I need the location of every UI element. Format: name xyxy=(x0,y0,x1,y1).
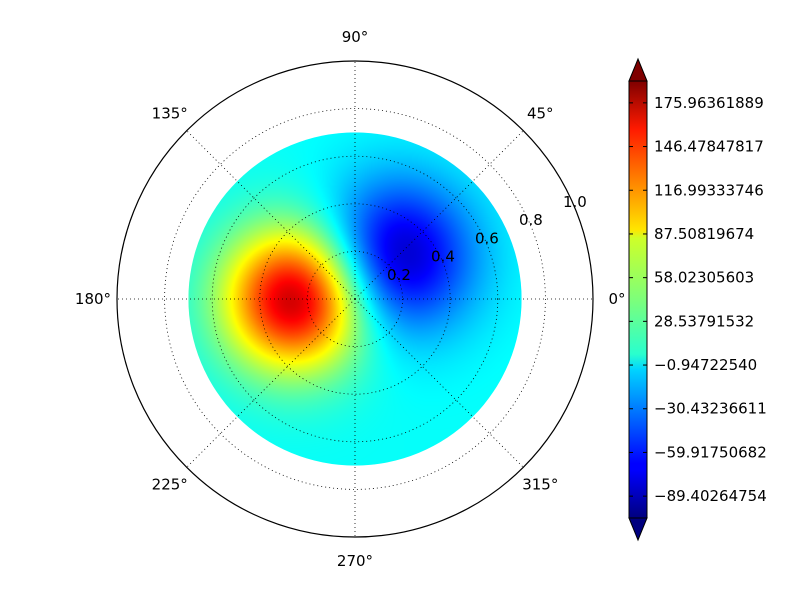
colorbar-tick-label: 87.50819674 xyxy=(654,225,754,243)
colorbar-tick-label: 58.02305603 xyxy=(654,269,754,287)
polar-frame xyxy=(116,60,594,538)
colorbar-tick-label: 146.47847817 xyxy=(654,138,764,156)
radius-tick-label: 0.2 xyxy=(387,266,411,284)
colorbar-ticks: 175.96361889 146.47847817 116.99333746 87.5… xyxy=(629,94,767,505)
angle-tick-label: 225° xyxy=(152,475,188,493)
colorbar-tick-label: −30.43236611 xyxy=(654,400,767,418)
radial-gridline xyxy=(306,250,403,347)
radius-tick-labels: 0.2 0.4 0.6 0.8 1.0 xyxy=(387,193,587,284)
colorbar-tick-label: 175.96361889 xyxy=(654,94,764,112)
radial-gridline xyxy=(211,155,499,443)
radial-gridline xyxy=(259,203,451,395)
colorbar-tick-label: −0.94722540 xyxy=(654,356,757,374)
angle-tick-label: 270° xyxy=(337,552,373,570)
radial-gridline xyxy=(164,108,546,490)
radius-tick-label: 0.6 xyxy=(475,229,499,247)
colorbar-tick-label: −89.40264754 xyxy=(654,487,767,505)
radius-tick-label: 1.0 xyxy=(563,193,587,211)
colorbar-tick-label: −59.91750682 xyxy=(654,443,767,461)
angle-tick-label: 180° xyxy=(75,290,111,308)
colorbar: 175.96361889 146.47847817 116.99333746 87.5… xyxy=(628,57,767,542)
angle-tick-label: 45° xyxy=(527,105,554,123)
colorbar-extend-bottom xyxy=(628,517,648,542)
radius-tick-label: 0.8 xyxy=(519,211,543,229)
colorbar-extend-top xyxy=(628,57,648,82)
angle-tick-label: 90° xyxy=(342,28,369,46)
colorbar-tick-label: 28.53791532 xyxy=(654,312,754,330)
angle-tick-label: 0° xyxy=(608,290,625,308)
polar-grid xyxy=(117,61,593,537)
colorbar-tick-label: 116.99333746 xyxy=(654,181,764,199)
radius-tick-label: 0.4 xyxy=(431,248,455,266)
angle-tick-label: 135° xyxy=(152,105,188,123)
polar-axes: 0°45°90°135°180°225°270°315° 0.20.40.60.… xyxy=(75,28,626,570)
angle-tick-labels: 0° 45° 90° 135° 180° 225° 270° 315° xyxy=(75,28,626,570)
angle-tick-label: 315° xyxy=(522,475,558,493)
